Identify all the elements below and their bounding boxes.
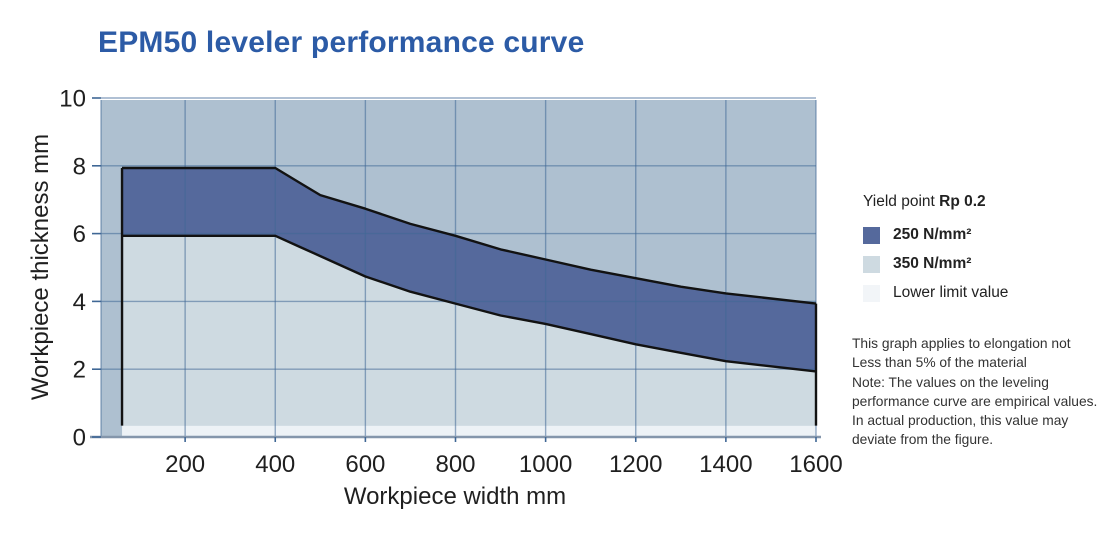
legend-item-250: 250 N/mm² (863, 226, 1113, 244)
y-tick-label: 2 (73, 357, 86, 384)
x-tick-label: 1000 (519, 451, 572, 478)
y-tick-label: 10 (59, 86, 86, 113)
plot-area: 200 400 600 800 1000 1200 1400 1600 0 2 4 6 8 10 (59, 86, 842, 479)
y-tick-label: 6 (73, 221, 86, 248)
legend-label-350: 350 N/mm² (893, 255, 972, 272)
y-tick-label: 0 (73, 425, 86, 452)
y-tick-label: 4 (73, 289, 86, 316)
legend-swatch-lower-limit-icon (863, 284, 880, 302)
x-tick-label: 800 (435, 451, 475, 478)
gridlines (100, 97, 817, 437)
x-tick-label: 1200 (609, 451, 662, 478)
upper-curve (122, 166, 817, 305)
notes-text: This graph applies to elongation not Les… (852, 336, 1098, 448)
legend-swatch-250-icon (863, 226, 880, 244)
tick-marks (92, 97, 817, 442)
legend-title-text: Yield point (863, 193, 940, 210)
legend-title-bold: Rp 0.2 (939, 193, 986, 210)
x-tick-label: 1600 (789, 451, 842, 478)
legend: Yield point Rp 0.2 250 N/mm² 350 N/mm² L… (863, 193, 1113, 313)
legend-item-lower-limit: Lower limit value (863, 284, 1113, 302)
x-tick-label: 200 (165, 451, 205, 478)
legend-label-250: 250 N/mm² (893, 226, 972, 243)
legend-item-350: 350 N/mm² (863, 255, 1113, 273)
band-350 (122, 235, 816, 426)
legend-title: Yield point Rp 0.2 (863, 193, 1113, 211)
x-tick-label: 1400 (699, 451, 752, 478)
legend-swatch-350-icon (863, 255, 880, 273)
x-tick-label: 600 (345, 451, 385, 478)
band-250 (122, 168, 816, 372)
legend-label-lower-limit: Lower limit value (893, 284, 1009, 301)
y-tick-label: 8 (73, 153, 86, 180)
lower-curve (122, 234, 817, 373)
x-axis-label: Workpiece width mm (343, 483, 567, 510)
lower-limit-band (122, 425, 817, 437)
y-axis-label: Workpiece thickness mm (27, 133, 54, 401)
x-tick-label: 400 (255, 451, 295, 478)
chart-title: EPM50 leveler performance curve (98, 26, 585, 59)
